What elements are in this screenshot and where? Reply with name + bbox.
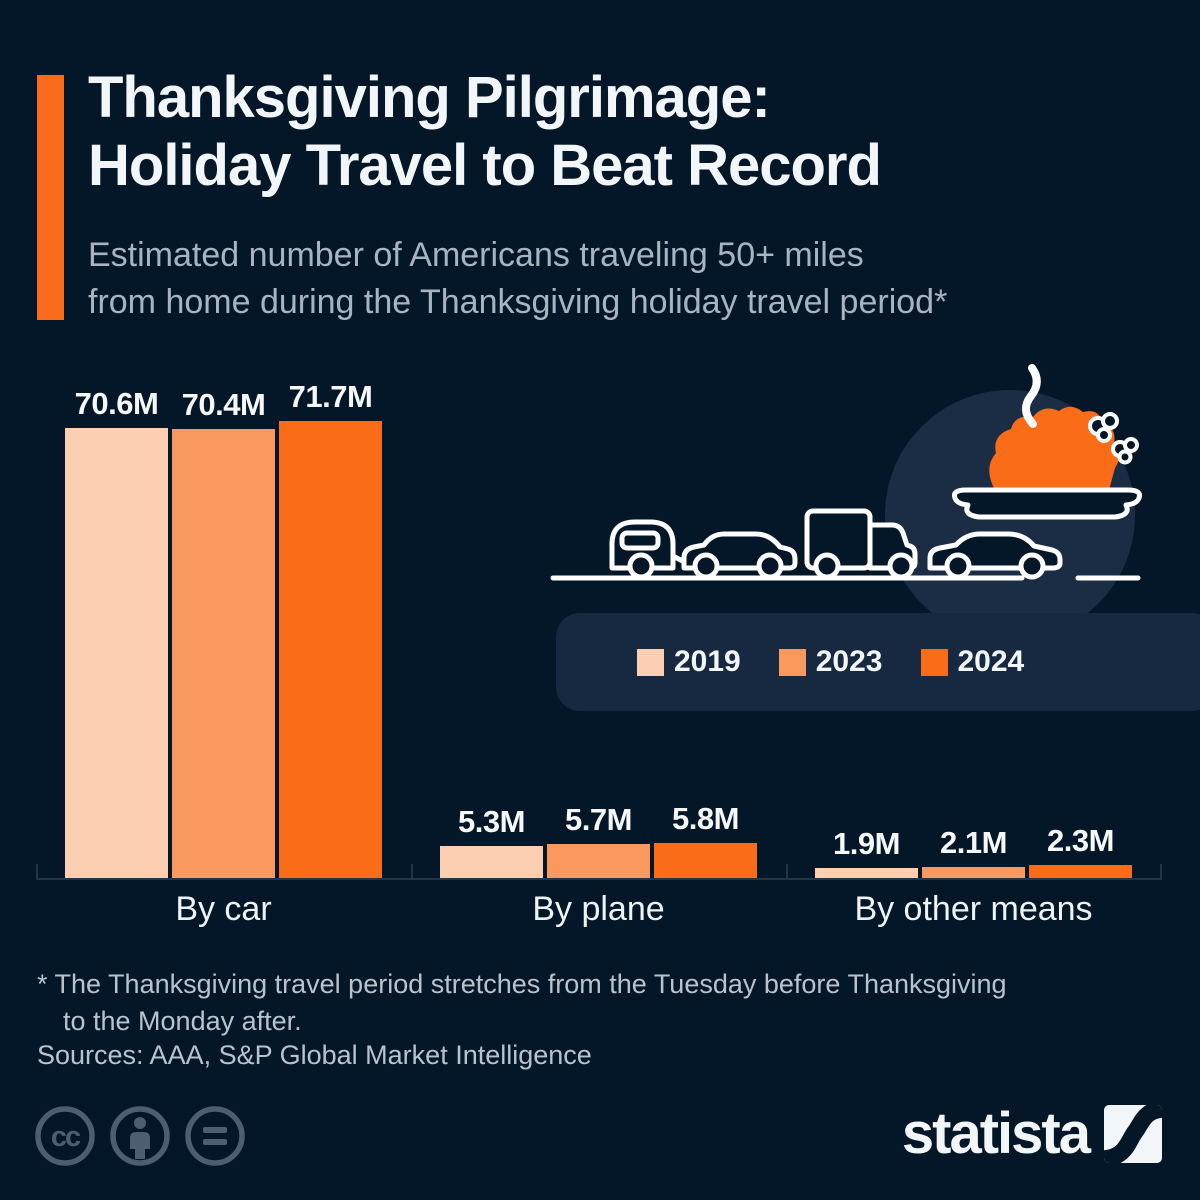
axis-tick [36, 864, 38, 880]
bar-group-by-car: 70.6M 70.4M 71.7M [36, 379, 411, 880]
value-label-2023-by-car: 70.4M [181, 387, 266, 422]
sedan-icon [927, 531, 1063, 580]
footnote-line-2: to the Monday after. [63, 1006, 302, 1036]
traffic-illustration [550, 364, 1142, 620]
bar-col: 5.3M [440, 804, 543, 880]
x-axis-line [36, 878, 1162, 880]
statista-logo-mark [1104, 1104, 1162, 1163]
bar-col: 1.9M [815, 826, 918, 880]
value-label-2024-by-plane: 5.8M [672, 801, 739, 836]
steam-icon [1022, 364, 1041, 428]
bar-col: 71.7M [279, 379, 382, 880]
legend-panel: 2019 2023 2024 [556, 613, 1200, 711]
attribution-icon[interactable] [110, 1106, 170, 1166]
svg-text:cc: cc [51, 1121, 81, 1153]
bar-2019-by-other-means [815, 868, 918, 880]
category-label-by-other-means: By other means [854, 890, 1093, 928]
legend-swatch-2019 [637, 648, 664, 676]
axis-tick [411, 864, 413, 880]
value-label-2024-by-other-means: 2.3M [1047, 823, 1114, 858]
bar-2023-by-plane [547, 844, 650, 880]
legend-swatch-2024 [920, 648, 948, 676]
chart-subtitle: Estimated number of Americans traveling … [88, 232, 947, 326]
legend-item-2019: 2019 [637, 645, 741, 679]
legend-label-2024: 2024 [957, 645, 1025, 678]
axis-tick [1160, 864, 1162, 880]
value-label-2019-by-car: 70.6M [74, 386, 159, 421]
bar-2023-by-other-means [922, 867, 1025, 880]
page-title: Thanksgiving Pilgrimage: Holiday Travel … [88, 64, 882, 200]
bar-2019-by-car [65, 428, 168, 880]
bar-2019-by-plane [440, 846, 543, 880]
bar-col: 70.4M [172, 387, 275, 880]
platter [952, 487, 1142, 520]
footnote-line-1: * The Thanksgiving travel period stretch… [37, 969, 1007, 999]
legend-swatch-2023 [778, 648, 806, 676]
cc-icon[interactable]: cc [35, 1106, 95, 1166]
title-accent-bar [37, 75, 64, 320]
bar-col: 2.3M [1029, 823, 1132, 880]
value-label-2024-by-car: 71.7M [288, 379, 373, 414]
bar-2024-by-plane [654, 843, 757, 880]
category-label-by-plane: By plane [532, 890, 665, 928]
frill-icons [1088, 412, 1139, 465]
value-label-2023-by-plane: 5.7M [565, 802, 632, 837]
page-title-line1: Thanksgiving Pilgrimage: [88, 65, 771, 130]
bar-group-by-other-means: 1.9M 2.1M 2.3M [786, 823, 1161, 880]
legend-label-2023: 2023 [815, 645, 883, 678]
legend-label-2019: 2019 [674, 645, 741, 678]
page-title-line2: Holiday Travel to Beat Record [88, 133, 882, 198]
sources-text: Sources: AAA, S&P Global Market Intellig… [37, 1040, 592, 1070]
bar-col: 5.8M [654, 801, 757, 880]
chart-subtitle-line1: Estimated number of Americans traveling … [88, 236, 864, 274]
chart-subtitle-line2: from home during the Thanksgiving holida… [88, 283, 948, 321]
value-label-2019-by-plane: 5.3M [458, 804, 525, 839]
bar-col: 5.7M [547, 802, 650, 880]
bar-col: 2.1M [922, 825, 1025, 880]
truck-icon [804, 508, 918, 580]
axis-tick [786, 864, 788, 880]
bar-2023-by-car [172, 429, 275, 880]
value-label-2019-by-other-means: 1.9M [833, 826, 900, 861]
legend-item-2024: 2024 [920, 645, 1025, 679]
category-label-by-car: By car [175, 890, 272, 928]
legend-item-2023: 2023 [778, 645, 883, 679]
value-label-2023-by-other-means: 2.1M [940, 825, 1007, 860]
statista-logo[interactable]: statista [902, 1100, 1162, 1167]
bar-col: 70.6M [65, 386, 168, 880]
suv-icon [681, 531, 798, 580]
cc-license-icons[interactable]: cc [35, 1103, 285, 1173]
statista-logo-text: statista [901, 1101, 1091, 1166]
footnote: * The Thanksgiving travel period stretch… [37, 966, 1007, 1040]
turkey-dish-icon [952, 364, 1142, 520]
bar-2024-by-other-means [1029, 865, 1132, 880]
bar-group-by-plane: 5.3M 5.7M 5.8M [411, 801, 786, 880]
no-derivatives-icon[interactable] [185, 1106, 245, 1166]
bar-2024-by-car [279, 421, 382, 880]
